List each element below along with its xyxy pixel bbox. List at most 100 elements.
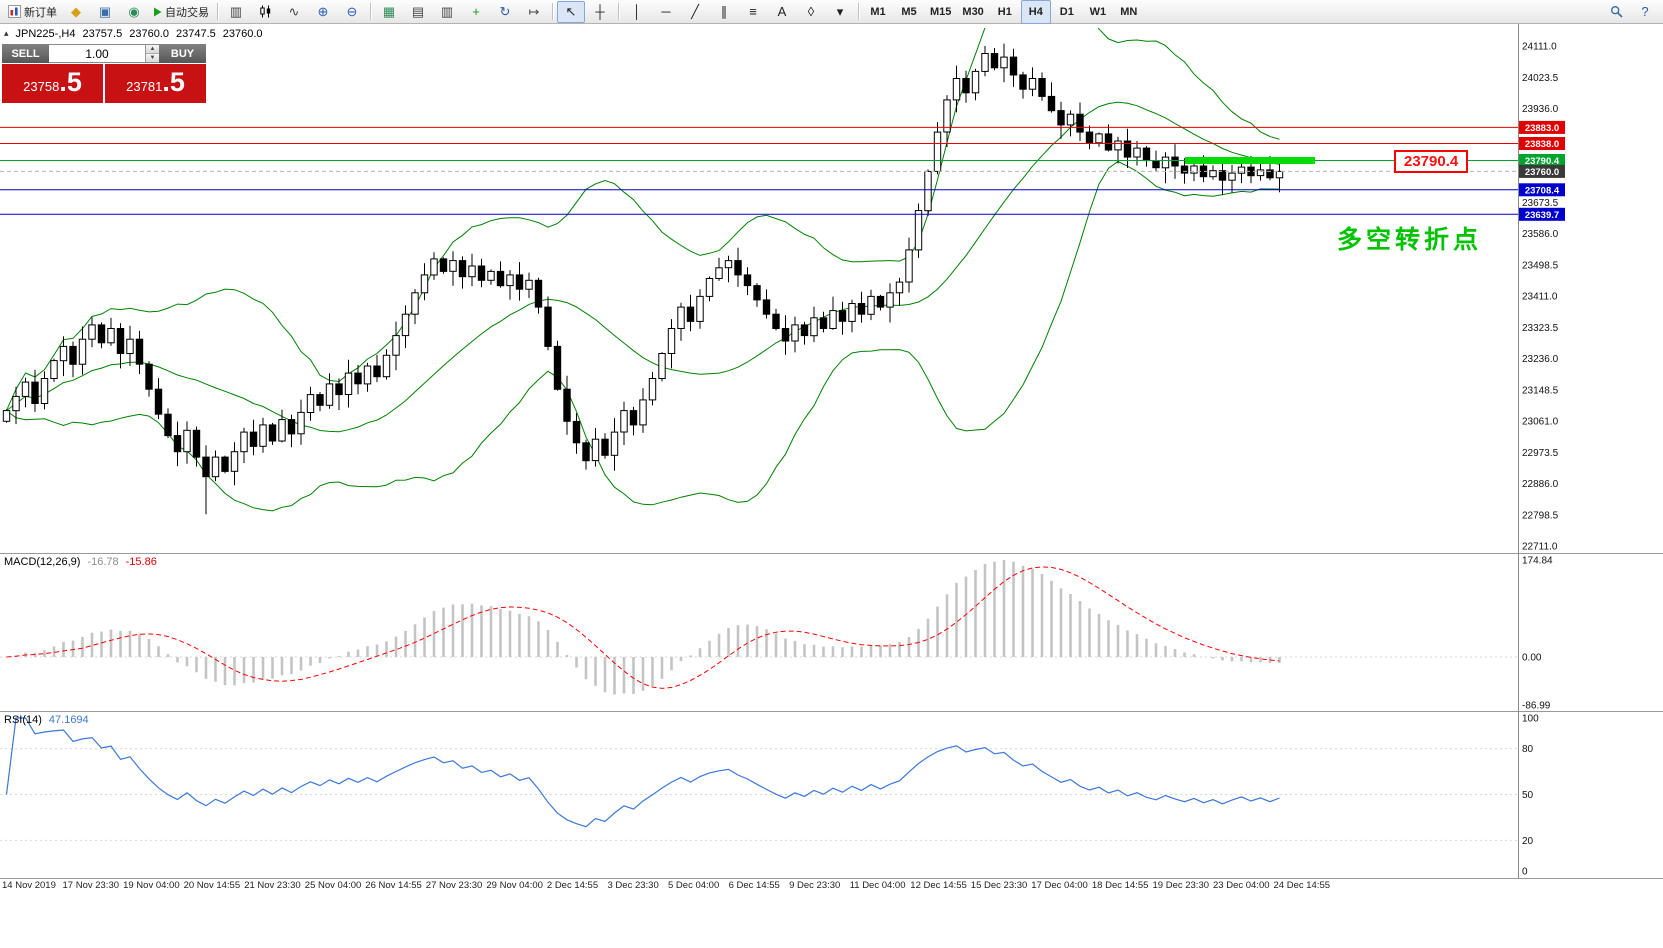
time-axis: 14 Nov 2019 17 Nov 23:30 19 Nov 04:00 20 No… [2, 880, 1330, 891]
time-axis-label: 11 Dec 04:00 [850, 880, 906, 891]
timeframe-h1[interactable]: H1 [990, 0, 1020, 24]
timeframe-m1-label: M1 [870, 5, 886, 18]
cursor-button[interactable]: ↖ [557, 0, 585, 23]
charts-icon[interactable]: ◆ [62, 1, 90, 23]
chart-shift-button[interactable]: ↦ [520, 1, 548, 23]
volume-input[interactable] [49, 45, 145, 62]
bar-chart-glyph: ▥ [229, 4, 243, 19]
add-indicator-button[interactable]: + [462, 1, 490, 23]
sell-button[interactable]: SELL [2, 44, 49, 63]
tile-horizontal-button[interactable]: ▤ [404, 1, 432, 23]
time-axis-label: 17 Nov 23:30 [63, 880, 120, 891]
candlestick-series [2, 43, 1284, 515]
auto-trading-button-label: 自动交易 [165, 6, 209, 19]
sell-price-button[interactable]: 23758 .5 [2, 64, 103, 103]
auto-trading-icon [153, 7, 162, 17]
timeframe-m15[interactable]: M15 [925, 0, 956, 24]
zoom-in-button[interactable]: ⊕ [309, 1, 337, 23]
tile-windows-button[interactable]: ▦ [375, 1, 403, 23]
candlestick-chart-icon [259, 5, 272, 18]
crosshair-glyph: ┼ [595, 4, 605, 19]
timeframe-h4[interactable]: H4 [1020, 0, 1051, 24]
chart-shift-glyph: ↦ [528, 4, 540, 19]
quote-line: ▴ JPN225-,H4 23757.5 23760.0 23747.5 237… [4, 28, 263, 40]
price-tick-label: 23148.5 [1522, 385, 1559, 396]
search-icon-icon [1610, 5, 1623, 18]
line-chart-button[interactable]: ∿ [280, 1, 308, 23]
buy-button[interactable]: BUY [159, 44, 206, 63]
timeframe-mn[interactable]: MN [1114, 0, 1144, 24]
timeframe-m5[interactable]: M5 [894, 0, 924, 24]
price-tag-label: 23760.0 [1525, 167, 1559, 178]
one-click-toggle-icon[interactable]: ▴ [4, 28, 9, 38]
auto-trading-button[interactable]: 自动交易 [149, 1, 213, 23]
toolbar-separator [217, 3, 218, 20]
zoom-in-glyph: ⊕ [317, 4, 329, 19]
shapes-glyph: ◊ [807, 4, 815, 19]
time-axis-label: 23 Dec 04:00 [1213, 880, 1270, 891]
rsi-axis-label: 80 [1522, 744, 1534, 755]
shapes-button[interactable]: ◊ [797, 1, 825, 23]
buy-price-main: 23781 [126, 79, 163, 94]
macd-axis-label: 0.00 [1522, 653, 1542, 664]
channel-button[interactable]: ∥ [710, 1, 738, 23]
volume-decrease-button[interactable]: ▼ [146, 54, 159, 62]
objects-dropdown[interactable]: ▾ [826, 1, 854, 23]
price-level-lines [0, 126, 1518, 215]
refresh-glyph: ◉ [128, 4, 140, 19]
refresh-icon[interactable]: ◉ [120, 1, 148, 23]
buy-price-button[interactable]: 23781 .5 [105, 64, 206, 103]
price-tag [1519, 164, 1565, 178]
help-icon[interactable]: ? [1631, 1, 1659, 23]
time-axis-label: 24 Dec 14:55 [1274, 880, 1331, 891]
search-icon[interactable] [1602, 1, 1630, 23]
quote-open: 23757.5 [82, 28, 123, 40]
quote-close: 23760.0 [222, 28, 263, 40]
macd-signal-value: -15.86 [125, 556, 157, 568]
price-tick-label: 23936.0 [1522, 104, 1559, 115]
time-axis-label: 15 Dec 23:30 [971, 880, 1028, 891]
timeframe-d1[interactable]: D1 [1052, 0, 1082, 24]
volume-increase-button[interactable]: ▲ [146, 45, 159, 54]
zoom-out-button[interactable]: ⊖ [338, 1, 366, 23]
timeframe-m1[interactable]: M1 [863, 0, 893, 24]
horizontal-line-button[interactable]: ─ [652, 1, 680, 23]
time-axis-label: 2 Dec 14:55 [547, 880, 598, 891]
one-click-trading-panel: SELL ▲ ▼ BUY 23758 .5 23781 .5 [2, 44, 206, 103]
chart-canvas[interactable]: 24111.0 24023.5 23936.0 23673.5 23586.0 23498… [0, 24, 1663, 948]
macd-axis: 174.84 0.00 -86.99 [1522, 556, 1553, 712]
vertical-line-button[interactable]: │ [623, 1, 651, 23]
new-order-button[interactable]: 新订单 [4, 1, 61, 23]
time-axis-label: 19 Nov 04:00 [123, 880, 180, 891]
trendline-button[interactable]: ╱ [681, 1, 709, 23]
timeframe-h1-label: H1 [997, 5, 1012, 18]
timeframe-w1-label: W1 [1089, 5, 1107, 18]
crosshair-button[interactable]: ┼ [586, 1, 614, 23]
timeframe-m30[interactable]: M30 [957, 0, 988, 24]
fibonacci-button[interactable]: ≡ [739, 1, 767, 23]
tile-windows-glyph: ▦ [382, 4, 396, 19]
time-axis-label: 12 Dec 14:55 [910, 880, 967, 891]
time-axis-label: 5 Dec 04:00 [668, 880, 719, 891]
rsi-axis-label: 20 [1522, 836, 1534, 847]
toolbar-separator [552, 3, 553, 20]
price-tag-label: 23790.4 [1525, 156, 1560, 167]
tile-vertical-button[interactable]: ▥ [433, 1, 461, 23]
add-indicator-glyph: + [472, 4, 480, 19]
bar-chart-button[interactable]: ▥ [222, 1, 250, 23]
price-tick-label: 22973.5 [1522, 448, 1559, 459]
price-annotation-box[interactable]: 23790.4 [1394, 150, 1469, 173]
auto-scroll-button[interactable]: ↻ [491, 1, 519, 23]
price-tick-label: 22711.0 [1522, 542, 1558, 553]
turning-point-annotation[interactable]: 多空转折点 [1337, 226, 1483, 254]
price-tag [1519, 207, 1565, 221]
toolbar-separator [858, 3, 859, 20]
candlestick-chart-button[interactable] [251, 1, 279, 23]
timeframe-w1[interactable]: W1 [1083, 0, 1113, 24]
macd-name: MACD(12,26,9) [4, 556, 81, 568]
trendline-highlight[interactable] [1185, 157, 1315, 164]
time-axis-label: 6 Dec 14:55 [729, 880, 780, 891]
text-button[interactable]: A [768, 1, 796, 23]
price-tag [1519, 183, 1565, 197]
profile-icon[interactable]: ▣ [91, 1, 119, 23]
